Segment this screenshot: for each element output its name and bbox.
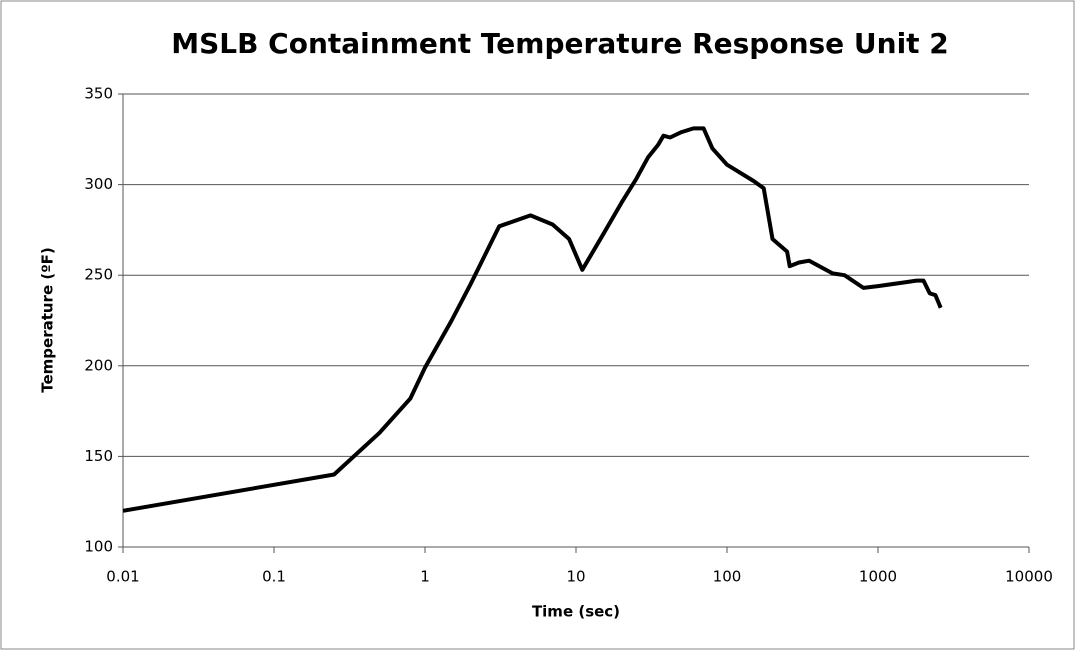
x-tick-label: 1 xyxy=(420,568,430,586)
y-tick-label: 150 xyxy=(84,447,113,465)
data-line xyxy=(122,126,943,513)
x-tick-label: 0.1 xyxy=(262,568,286,586)
y-tick-label: 300 xyxy=(84,175,113,193)
y-tick-label: 250 xyxy=(84,266,113,284)
x-axis-label: Time (sec) xyxy=(532,603,620,621)
chart-title: MSLB Containment Temperature Response Un… xyxy=(171,27,949,60)
x-tick-label: 10000 xyxy=(1005,568,1053,586)
y-tick-label: 100 xyxy=(84,538,113,556)
x-tick-label: 10 xyxy=(566,568,585,586)
x-tick-label: 0.01 xyxy=(106,568,139,586)
y-axis-label: Temperature (ºF) xyxy=(39,247,57,393)
x-tick-label: 1000 xyxy=(859,568,897,586)
x-tick-label: 100 xyxy=(713,568,742,586)
y-tick-label: 350 xyxy=(84,85,113,103)
y-tick-label: 200 xyxy=(84,356,113,374)
